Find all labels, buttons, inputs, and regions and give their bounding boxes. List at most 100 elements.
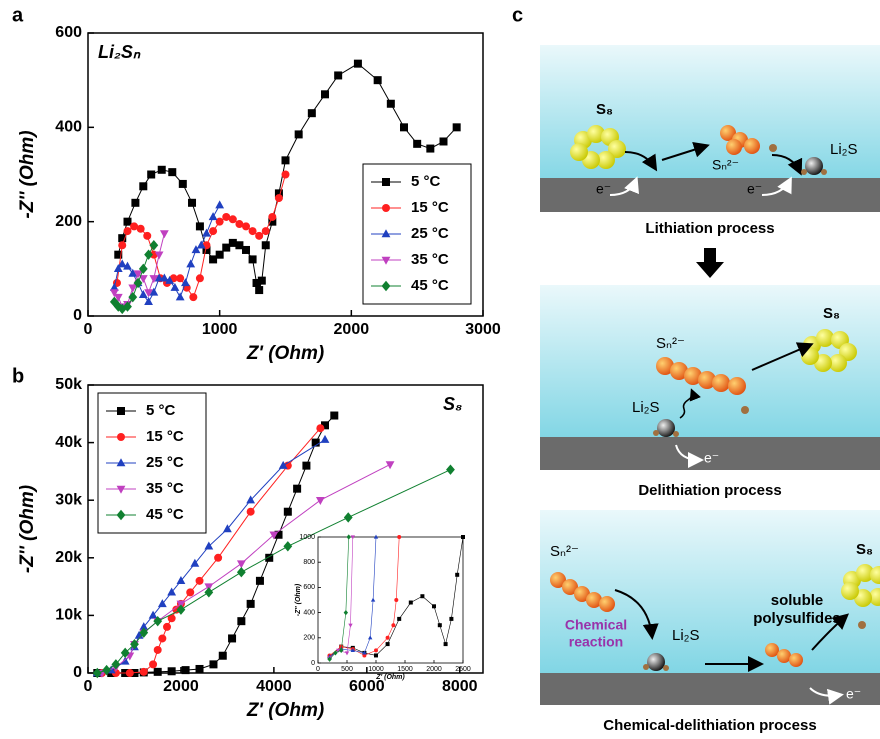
marker: [374, 648, 378, 653]
down-arrow: [696, 248, 724, 278]
marker: [125, 669, 134, 677]
x-tick-label: 3000: [465, 321, 501, 338]
x-tick-label: 1500: [397, 666, 413, 673]
marker: [348, 623, 353, 628]
marker: [153, 667, 162, 676]
marker: [255, 576, 264, 585]
marker: [159, 273, 169, 282]
marker: [334, 71, 343, 80]
y-tick-label: 0: [311, 660, 315, 667]
marker: [235, 220, 244, 229]
marker: [92, 667, 102, 679]
marker: [147, 170, 156, 179]
y-tick-label: 1000: [299, 534, 315, 541]
panel-label: b: [12, 365, 24, 387]
marker: [246, 599, 255, 608]
label: polysulfides: [753, 610, 841, 627]
legend-marker: [381, 280, 391, 292]
marker: [443, 642, 448, 647]
marker: [139, 182, 148, 191]
marker: [209, 255, 218, 264]
marker: [181, 278, 190, 287]
marker: [204, 541, 214, 550]
marker: [274, 194, 283, 203]
marker: [315, 497, 325, 505]
x-tick-label: 2000: [163, 678, 199, 695]
marker: [274, 530, 283, 539]
y-tick-label: 10k: [55, 607, 82, 624]
y-tick-label: 600: [303, 584, 315, 591]
legend-marker: [117, 407, 125, 415]
legend-label: 25 °C: [411, 225, 449, 242]
marker: [144, 289, 153, 298]
marker: [196, 240, 206, 249]
marker: [189, 293, 198, 302]
x-axis-label: Z' (Ohm): [246, 700, 324, 721]
marker: [131, 198, 140, 207]
marker: [237, 617, 246, 626]
marker: [255, 231, 264, 240]
marker: [188, 198, 197, 207]
y-tick-label: 400: [55, 119, 82, 136]
marker: [186, 588, 195, 597]
marker: [385, 461, 395, 470]
marker: [228, 238, 237, 247]
label: Li₂S: [672, 627, 700, 644]
y-axis-label: -Z'' (Ohm): [17, 485, 38, 573]
legend-marker: [116, 509, 126, 521]
sn-chain: [550, 572, 615, 612]
label: Chemical: [565, 617, 627, 633]
caption: Lithiation process: [645, 220, 774, 237]
marker: [255, 286, 264, 295]
marker: [265, 553, 274, 562]
marker: [191, 245, 201, 254]
marker: [175, 292, 185, 301]
marker: [133, 270, 143, 279]
legend-marker: [381, 256, 391, 265]
marker: [138, 275, 148, 284]
electrode: [540, 437, 880, 470]
marker: [336, 648, 341, 653]
y-tick-label: 200: [303, 635, 315, 642]
marker: [153, 615, 163, 627]
marker: [350, 648, 355, 652]
chart: 0 500 1000 1500 2000 250002004006008001000Z' …: [295, 534, 471, 681]
label: Sₙ²⁻: [712, 157, 739, 173]
y-tick-label: 30k: [55, 491, 82, 508]
marker: [281, 156, 290, 165]
marker: [252, 278, 261, 287]
marker: [350, 535, 355, 540]
marker: [228, 634, 237, 643]
marker: [274, 189, 283, 198]
marker: [391, 623, 396, 628]
label: Sₙ²⁻: [656, 335, 685, 352]
marker: [120, 656, 130, 665]
arrow: [661, 142, 710, 161]
y-tick-label: 50k: [55, 376, 82, 393]
marker: [215, 200, 225, 209]
legend-label: 45 °C: [411, 277, 449, 294]
series-line: [101, 464, 391, 674]
x-tick-label: 2500: [455, 666, 471, 673]
marker: [343, 610, 349, 616]
marker: [248, 227, 257, 236]
marker: [215, 250, 224, 259]
arrow: [771, 154, 803, 176]
marker: [128, 284, 138, 293]
panel-label: a: [12, 4, 24, 26]
marker: [235, 241, 244, 250]
marker: [139, 667, 148, 676]
x-tick-label: 2000: [334, 321, 370, 338]
marker: [167, 587, 177, 596]
marker: [330, 411, 339, 420]
legend-label: 45 °C: [146, 506, 184, 523]
marker: [386, 99, 395, 108]
label: S₈: [823, 305, 840, 322]
label: Li₂S: [632, 399, 660, 416]
x-tick-label: 1000: [202, 321, 238, 338]
marker: [139, 627, 149, 638]
marker: [176, 576, 186, 585]
arrow: [614, 589, 659, 640]
